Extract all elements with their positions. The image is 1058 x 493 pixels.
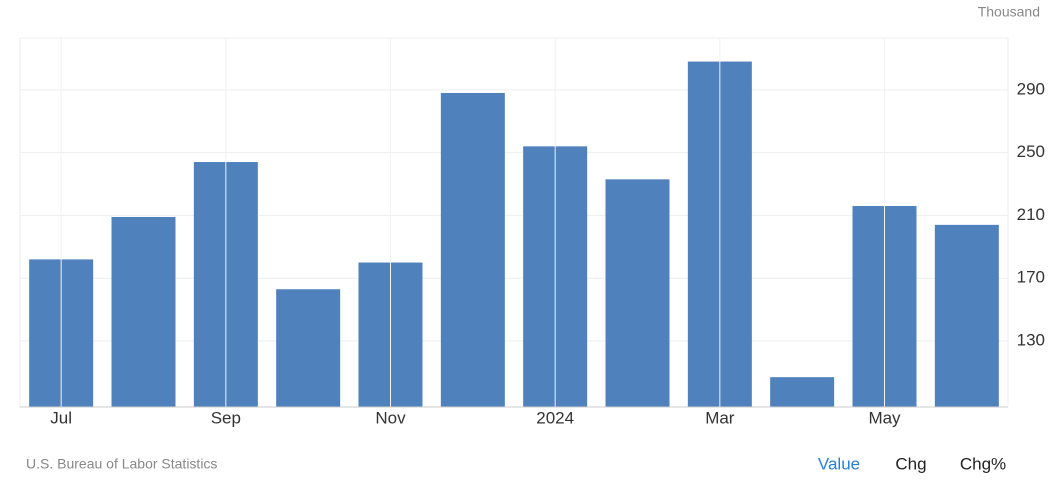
y-tick-label: 130 [1017, 331, 1045, 350]
unit-label: Thousand [978, 4, 1040, 20]
bar [934, 224, 999, 407]
x-tick-label: May [868, 408, 901, 427]
y-tick-label: 290 [1017, 79, 1045, 98]
y-tick-label: 170 [1017, 268, 1045, 287]
x-tick-label: Nov [375, 408, 406, 427]
bar [605, 179, 670, 407]
x-tick-label: Jul [50, 408, 72, 427]
bar [111, 217, 176, 407]
x-tick-label: 2024 [536, 408, 574, 427]
x-tick-label: Mar [705, 408, 735, 427]
bar [770, 377, 835, 407]
bar [276, 289, 341, 407]
tab-chg[interactable]: Chg [895, 454, 926, 473]
tab-chg-pct[interactable]: Chg% [960, 454, 1006, 473]
tab-value[interactable]: Value [818, 454, 860, 473]
source: U.S. Bureau of Labor Statistics [26, 456, 217, 472]
y-tick-label: 210 [1017, 205, 1045, 224]
y-tick-label: 250 [1017, 142, 1045, 161]
bar [440, 92, 505, 407]
x-tick-label: Sep [211, 408, 241, 427]
